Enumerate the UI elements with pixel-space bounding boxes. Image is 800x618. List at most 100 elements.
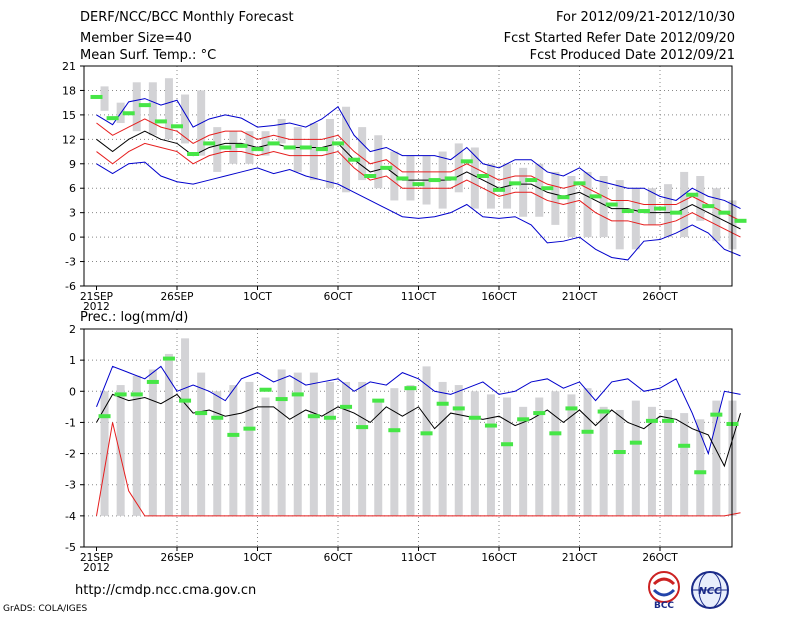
ensemble-box [406,385,415,516]
ensemble-box [132,375,141,516]
mean-marker [621,209,634,214]
mean-marker [90,94,103,99]
mean-marker [114,392,127,397]
ensemble-box [164,78,173,140]
ensemble-box [583,388,592,516]
mean-marker [203,141,216,146]
x-tick-label: 1OCT [243,552,272,564]
mean-marker [307,414,320,419]
mean-marker [549,431,562,436]
mean-marker [146,379,159,384]
y-tick-label: 15 [62,109,76,122]
y-tick-label: 6 [69,182,76,195]
y-tick-label: -4 [65,510,76,523]
ensemble-box [422,366,431,516]
mean-marker [509,181,522,186]
mean-marker [645,418,658,423]
x-tick-label: 1OCT [243,291,272,303]
plot-frame [83,65,733,287]
ensemble-box [325,381,334,516]
ensemble-box [309,123,318,181]
mean-marker [694,470,707,475]
ncc-logo-text: NCC [698,586,722,597]
mean-marker [533,411,546,416]
series-line-envelope-max [96,98,741,210]
mean-marker [678,443,691,448]
mean-marker [565,406,578,411]
mean-marker [404,386,417,391]
mean-marker [597,409,610,414]
source-url[interactable]: http://cmdp.ncc.cma.gov.cn [75,583,257,598]
ensemble-box [519,406,528,516]
mean-marker [525,178,538,183]
y-tick-label: -6 [65,280,76,293]
ensemble-box [631,188,640,250]
forecast-produced-date: Fcst Produced Date 2012/09/21 [529,48,735,63]
mean-marker [122,111,135,116]
x-tick-label: 21OCT [562,552,598,564]
mean-marker [243,426,256,431]
ensemble-box [277,118,286,144]
mean-marker [267,141,280,146]
x-tick-label: 26OCT [642,291,678,303]
ensemble-box [229,131,238,164]
ensemble-box [664,184,673,238]
ensemble-box [470,147,479,209]
mean-marker [702,204,715,209]
mean-marker [356,425,369,430]
x-tick-label: 11OCT [401,291,437,303]
x-tick-label: 6OCT [324,291,353,303]
ensemble-box [712,188,721,242]
ensemble-box [213,391,222,516]
chart-title: DERF/NCC/BCC Monthly Forecast [80,10,294,25]
ensemble-box [164,353,173,516]
mean-marker [493,187,505,192]
ensemble-box [181,94,190,144]
y-tick-label: -3 [65,256,76,269]
y-tick-label: 18 [62,84,76,97]
x-tick-label: 21OCT [562,291,598,303]
ensemble-box [535,163,544,217]
ensemble-box [374,400,383,516]
mean-marker [259,387,272,392]
mean-marker [251,147,264,152]
x-tick-sublabel: 2012 [83,301,110,313]
ensemble-box [358,127,367,181]
mean-marker [468,415,481,420]
mean-marker [235,143,248,148]
ensemble-box [486,394,495,516]
ensemble-box [390,151,399,201]
mean-marker [340,404,353,409]
y-tick-label: 1 [69,354,76,367]
mean-marker [227,432,240,437]
mean-marker [573,181,586,186]
mean-marker [710,412,723,417]
panel-title: Prec.: log(mm/d) [80,310,188,325]
series-line-upper-band [96,118,741,222]
ensemble-box [712,400,721,516]
ensemble-box [567,176,576,238]
mean-marker [171,124,183,129]
ensemble-box [148,369,157,516]
series-line-envelope-max [96,365,741,456]
ensemble-box [551,171,560,225]
y-tick-label: -2 [65,448,76,461]
mean-marker [637,209,650,214]
mean-marker [718,210,731,215]
y-tick-label: 3 [69,207,76,220]
grads-credit: GrADS: COLA/IGES [3,604,88,614]
bcc-logo-text: BCC [654,601,674,610]
mean-marker [412,182,425,187]
mean-marker [388,428,401,433]
mean-marker [686,192,699,197]
mean-marker [98,414,111,419]
mean-marker [452,406,465,411]
series-line-envelope-min [96,161,741,261]
mean-marker [654,206,666,211]
ensemble-box [181,338,190,516]
ensemble-box [599,406,608,516]
ensemble-box [615,409,624,516]
y-tick-label: 2 [69,323,76,336]
x-tick-label: 6OCT [324,552,353,564]
